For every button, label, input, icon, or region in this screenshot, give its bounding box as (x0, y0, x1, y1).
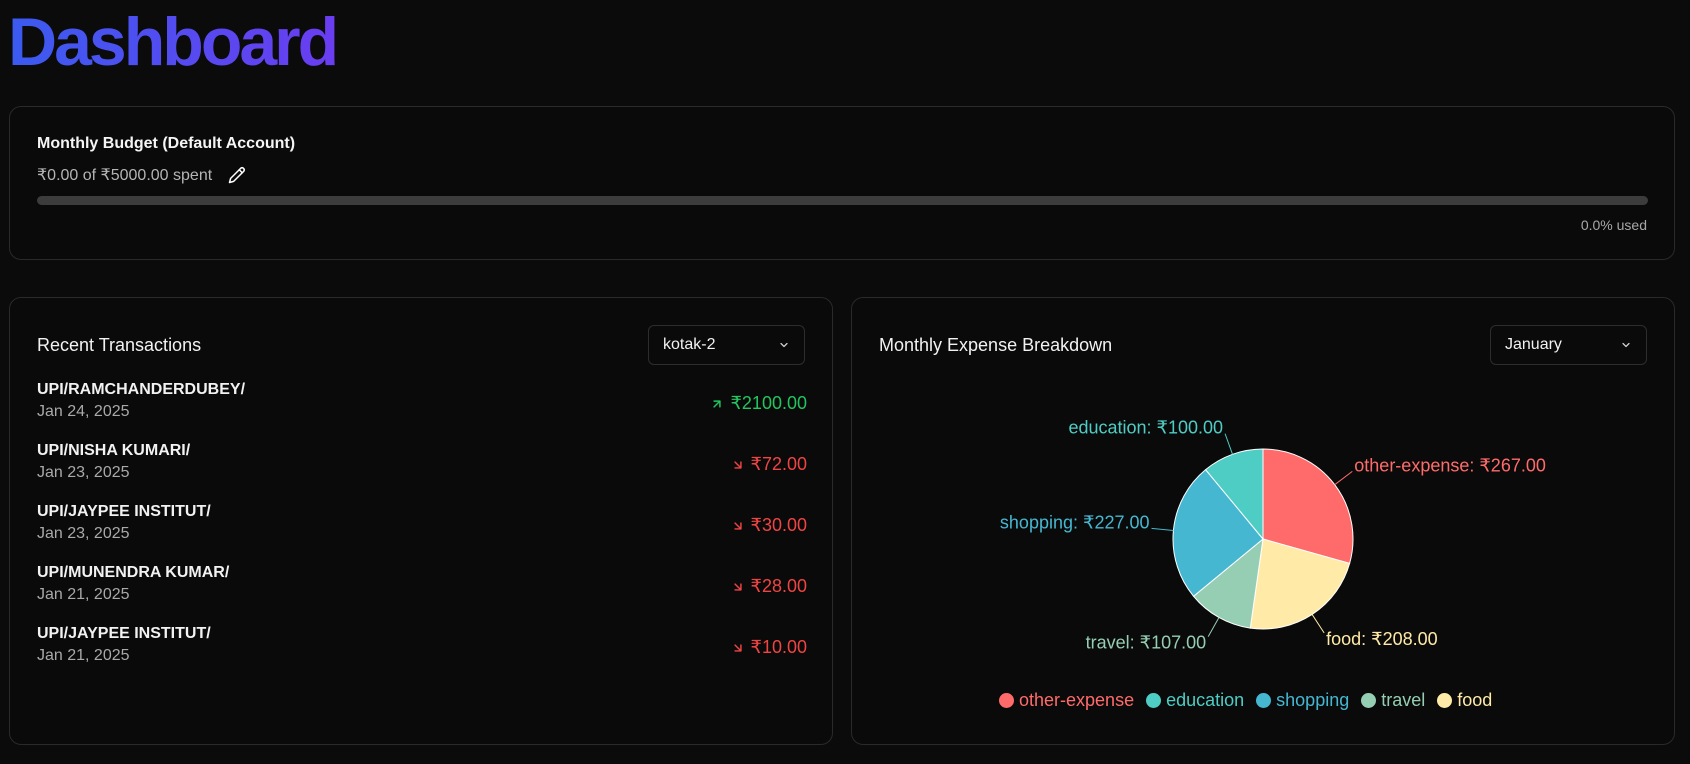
transaction-row[interactable]: UPI/NISHA KUMARI/Jan 23, 2025 ₹72.00 (37, 442, 807, 503)
legend-item-food[interactable]: food (1437, 690, 1492, 711)
legend-label: education (1166, 690, 1245, 710)
transaction-amount-value: ₹2100.00 (730, 393, 807, 413)
transaction-date: Jan 21, 2025 (37, 647, 130, 664)
transactions-list: UPI/RAMCHANDERDUBEY/Jan 24, 2025 ₹2100.00… (37, 381, 807, 686)
transaction-amount: ₹10.00 (731, 637, 808, 658)
legend-item-education[interactable]: education (1146, 690, 1244, 711)
budget-card: Monthly Budget (Default Account) ₹0.00 o… (9, 106, 1675, 260)
legend-label: other-expense (1019, 690, 1135, 710)
edit-budget-button[interactable] (226, 164, 248, 186)
transaction-name: UPI/MUNENDRA KUMAR/ (37, 564, 230, 581)
arrow-up-right-icon (713, 399, 722, 408)
recent-transactions-card: Recent Transactions kotak-2 UPI/RAMCHAND… (9, 297, 833, 745)
pie-label-education: education: ₹100.00 (1068, 418, 1223, 438)
recent-transactions-title: Recent Transactions (37, 335, 202, 355)
chevron-down-icon (780, 342, 788, 348)
legend-label: food (1457, 690, 1493, 710)
page-title: Dashboard (8, 4, 339, 80)
pie-slice-education[interactable] (1204, 448, 1264, 541)
transaction-name: UPI/NISHA KUMARI/ (37, 442, 191, 459)
pie-leader-line (1151, 527, 1174, 531)
transaction-name: UPI/RAMCHANDERDUBEY/ (37, 381, 246, 398)
transaction-amount-value: ₹30.00 (750, 515, 808, 535)
legend-dot (999, 693, 1014, 708)
legend-item-shopping[interactable]: shopping (1256, 690, 1349, 711)
account-select[interactable]: kotak-2 (648, 325, 805, 365)
pie-leader-line (1311, 614, 1325, 634)
transaction-date: Jan 21, 2025 (37, 586, 130, 603)
budget-used-text: 0.0% used (1580, 217, 1647, 233)
pie-leader-line (1224, 433, 1233, 455)
budget-progress-bar (37, 196, 1648, 205)
account-select-value: kotak-2 (663, 336, 716, 353)
legend-label: travel (1381, 690, 1426, 710)
transaction-row[interactable]: UPI/MUNENDRA KUMAR/Jan 21, 2025 ₹28.00 (37, 564, 807, 625)
legend-item-other-expense[interactable]: other-expense (999, 690, 1134, 711)
budget-spent-row: ₹0.00 of ₹5000.00 spent (37, 164, 248, 186)
pie-slice-shopping[interactable] (1172, 468, 1264, 597)
legend-item-travel[interactable]: travel (1361, 690, 1425, 711)
pie-label-travel: travel: ₹107.00 (1086, 633, 1207, 653)
transaction-amount-value: ₹72.00 (750, 454, 808, 474)
pencil-icon (228, 167, 246, 184)
transaction-date: Jan 24, 2025 (37, 403, 130, 420)
chevron-down-icon (1622, 342, 1630, 348)
month-select[interactable]: January (1490, 325, 1647, 365)
pie-slice-travel[interactable] (1192, 537, 1264, 629)
transaction-row[interactable]: UPI/JAYPEE INSTITUT/Jan 23, 2025 ₹30.00 (37, 503, 807, 564)
legend-label: shopping (1276, 690, 1350, 710)
transaction-date: Jan 23, 2025 (37, 464, 130, 481)
arrow-down-right-icon (733, 582, 742, 591)
legend-dot (1146, 693, 1162, 708)
arrow-down-right-icon (733, 643, 742, 652)
transaction-date: Jan 23, 2025 (37, 525, 130, 542)
pie-label-other-expense: other-expense: ₹267.00 (1354, 455, 1546, 475)
month-select-value: January (1505, 336, 1562, 353)
arrow-down-right-icon (733, 460, 742, 469)
chart-legend: other-expense education shopping travel food (999, 690, 1492, 711)
legend-dot (1361, 693, 1377, 708)
pie-label-shopping: shopping: ₹227.00 (1000, 512, 1150, 532)
transaction-amount-value: ₹28.00 (750, 576, 808, 596)
expense-pie-chart: other-expense: ₹267.00 food: ₹208.00 trave… (1000, 418, 1546, 653)
pie-leader-line (1334, 470, 1353, 486)
transaction-name: UPI/JAYPEE INSTITUT/ (37, 625, 211, 642)
arrow-down-right-icon (733, 521, 742, 530)
transaction-amount: ₹30.00 (731, 515, 808, 536)
pie-slice-other-expense[interactable] (1262, 448, 1354, 565)
expense-breakdown-card: Monthly Expense Breakdown January other-… (851, 297, 1675, 745)
pie-leader-line (1207, 617, 1220, 637)
transaction-amount: ₹72.00 (731, 454, 808, 475)
transaction-amount: ₹2100.00 (710, 393, 807, 414)
legend-dot (1437, 693, 1453, 708)
transaction-row[interactable]: UPI/RAMCHANDERDUBEY/Jan 24, 2025 ₹2100.00 (37, 381, 807, 442)
transaction-name: UPI/JAYPEE INSTITUT/ (37, 503, 211, 520)
budget-title: Monthly Budget (Default Account) (37, 135, 296, 152)
pie-slice-food[interactable] (1249, 538, 1351, 630)
expense-breakdown-title: Monthly Expense Breakdown (879, 335, 1113, 355)
pie-label-food: food: ₹208.00 (1326, 629, 1438, 649)
legend-dot (1256, 693, 1272, 708)
budget-spent-text: ₹0.00 of ₹5000.00 spent (37, 167, 213, 184)
transaction-amount: ₹28.00 (731, 576, 808, 597)
transaction-amount-value: ₹10.00 (750, 637, 808, 657)
transaction-row[interactable]: UPI/JAYPEE INSTITUT/Jan 21, 2025 ₹10.00 (37, 625, 807, 686)
